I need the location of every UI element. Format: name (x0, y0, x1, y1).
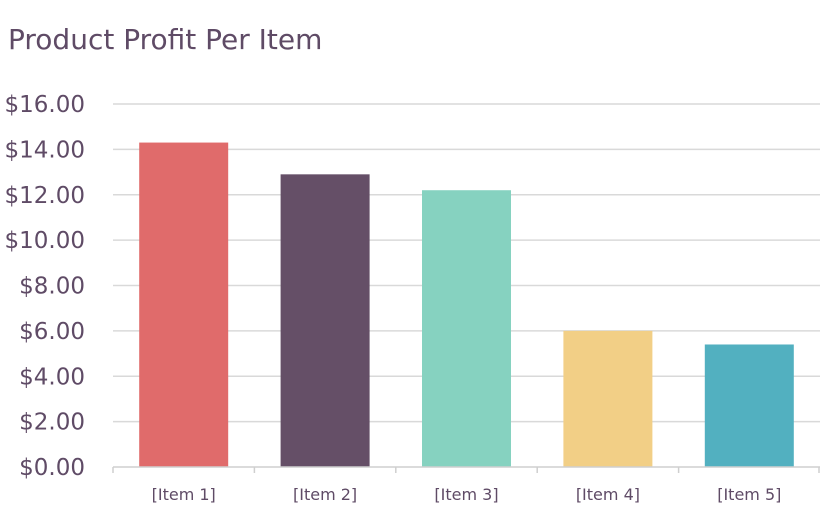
bar-item-4 (563, 330, 653, 467)
y-tick-label-0: $0.00 (19, 455, 85, 481)
x-tick-label-1: [Item 1] (152, 485, 216, 504)
y-tick-label-4: $8.00 (19, 274, 85, 300)
y-tick-label-8: $16.00 (5, 92, 85, 118)
x-tick-label-2: [Item 2] (293, 485, 357, 504)
y-tick-label-3: $6.00 (19, 319, 85, 345)
y-tick-label-2: $4.00 (19, 364, 85, 390)
y-tick-label-6: $12.00 (5, 183, 85, 209)
y-tick-label-5: $10.00 (5, 228, 85, 254)
bar-item-3 (422, 190, 511, 467)
x-tick-label-5: [Item 5] (717, 485, 781, 504)
x-axis-tick-labels: [Item 1] [Item 2] [Item 3] [Item 4] [Item 5] (152, 485, 782, 504)
bars (139, 142, 794, 468)
x-axis (112, 466, 820, 473)
bar-item-1 (139, 142, 229, 467)
bar-item-5 (704, 344, 794, 467)
y-tick-label-7: $14.00 (5, 137, 85, 163)
x-tick-label-4: [Item 4] (576, 485, 640, 504)
y-axis-tick-labels: $0.00 $2.00 $4.00 $6.00 $8.00 $10.00 $12.00 $14… (5, 92, 85, 481)
chart-title: Product Profit Per Item (8, 23, 322, 56)
y-tick-label-1: $2.00 (19, 410, 85, 436)
x-tick-label-3: [Item 3] (434, 485, 498, 504)
bar-item-2 (280, 174, 370, 468)
